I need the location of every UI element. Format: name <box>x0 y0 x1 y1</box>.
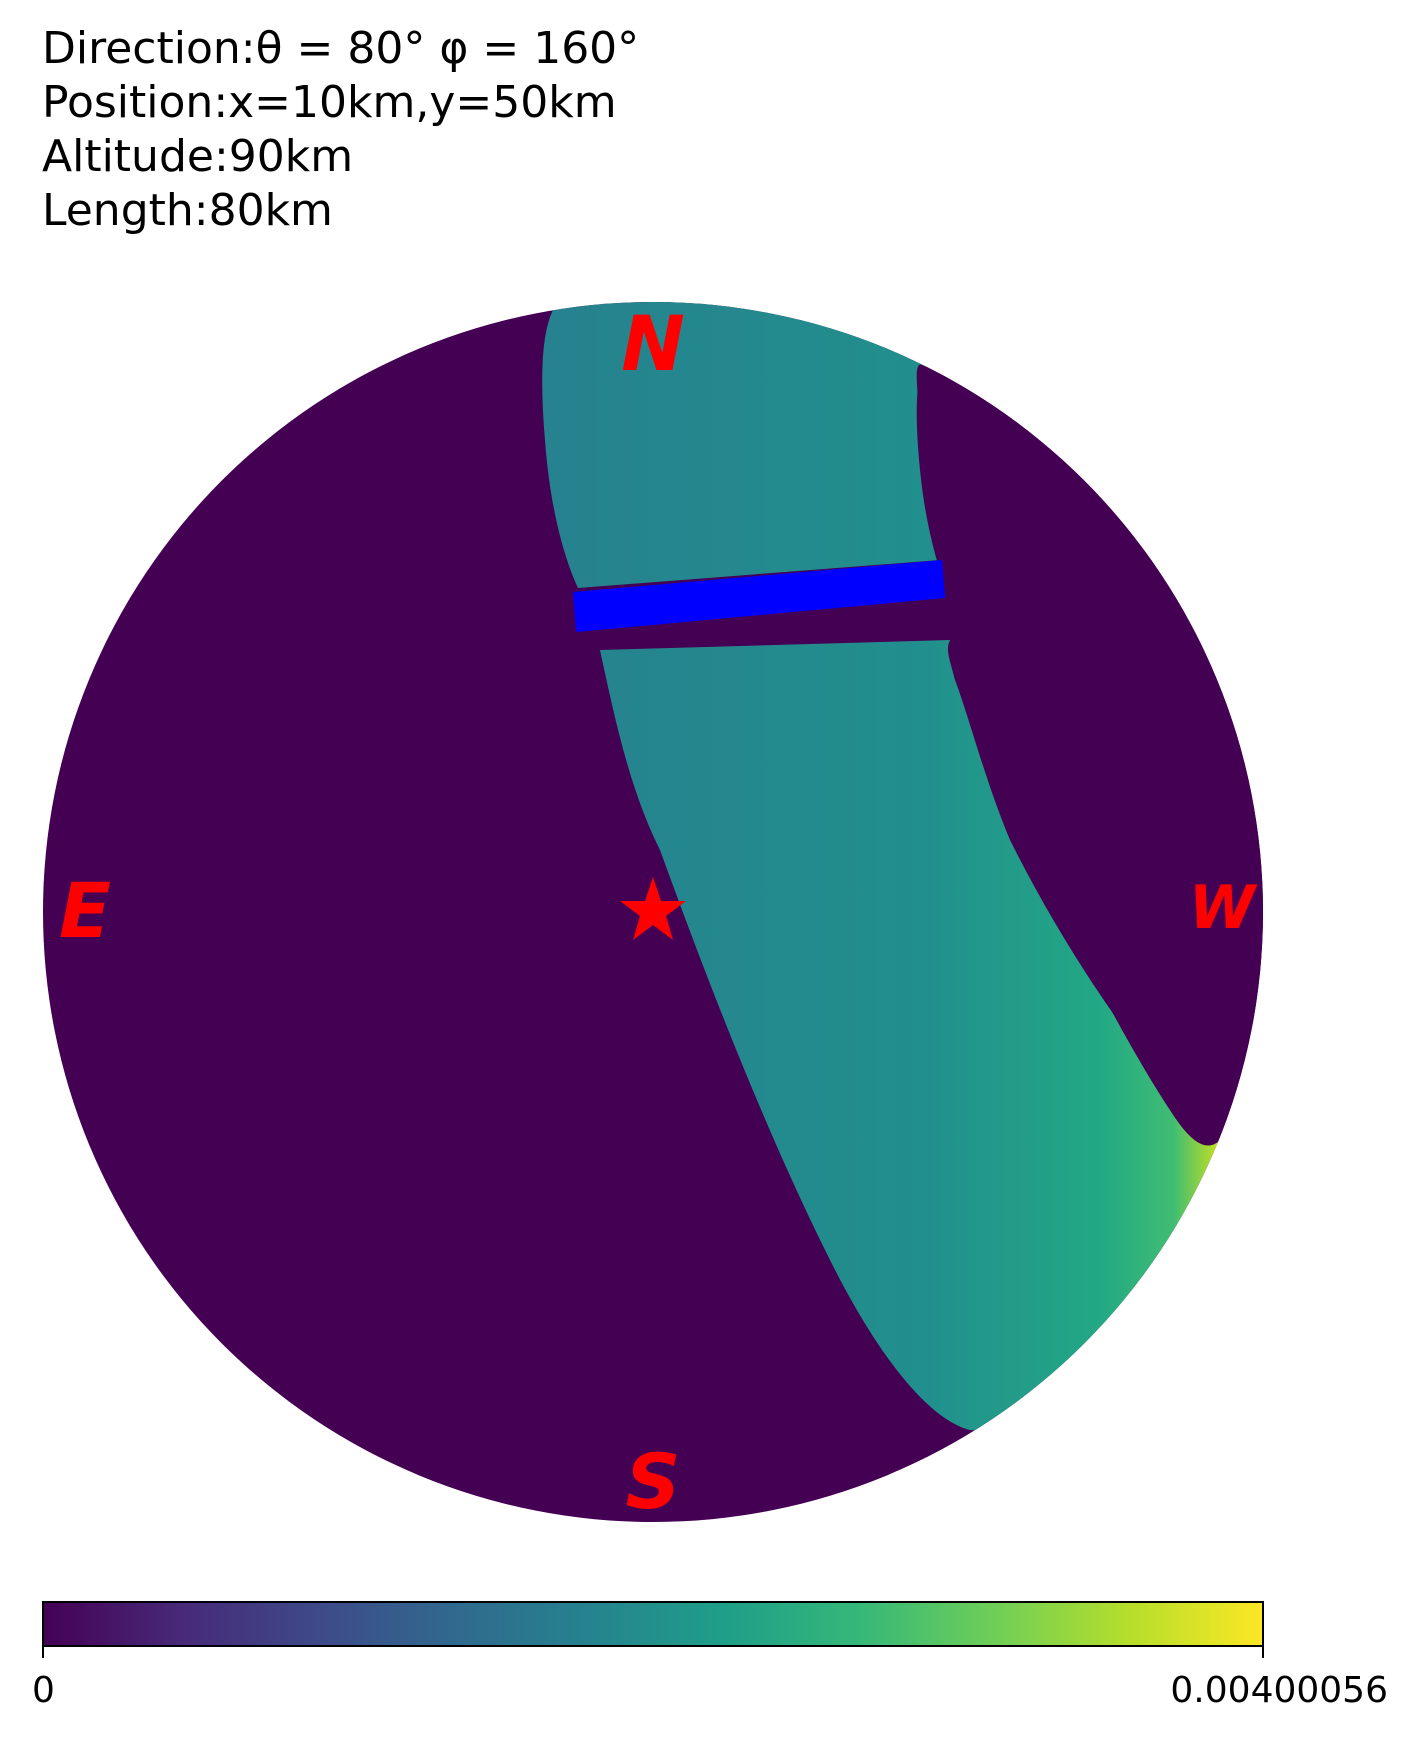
star-icon <box>620 877 686 940</box>
direction-text: Direction:θ = 80° φ = 160° <box>42 23 640 74</box>
west-label: W <box>1189 873 1258 943</box>
blue-bar <box>573 560 945 632</box>
north-label: N <box>621 299 685 388</box>
length-text: Length:80km <box>42 185 333 236</box>
colorbar-min-label: 0 <box>32 1670 55 1711</box>
info-panel: Direction:θ = 80° φ = 160° Position:x=10… <box>42 22 639 238</box>
position-text: Position:x=10km,y=50km <box>42 77 617 128</box>
east-label: E <box>59 866 111 955</box>
south-label: S <box>626 1437 681 1526</box>
colorbar-gradient <box>42 1601 1264 1647</box>
colorbar-max-label: 0.00400056 <box>1170 1670 1388 1711</box>
colorbar-frame <box>42 1601 1264 1647</box>
altitude-text: Altitude:90km <box>42 131 354 182</box>
